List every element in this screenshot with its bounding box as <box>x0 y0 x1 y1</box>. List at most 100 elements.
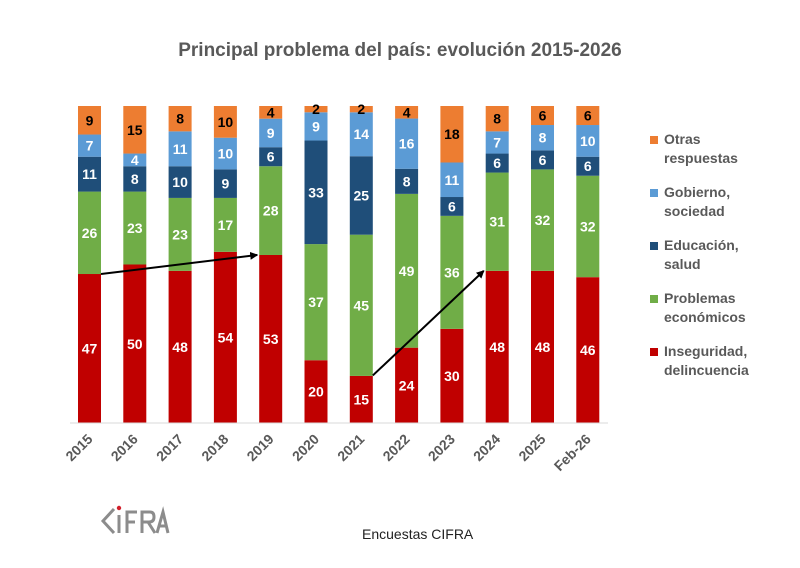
annotations-layer <box>100 251 485 377</box>
legend-label-educacion-salud: Educación, salud <box>664 237 739 272</box>
bar-segment-2016-educacion-salud <box>123 166 147 192</box>
data-label-2018-otras-respuestas: 10 <box>218 114 234 130</box>
bar-segment-2025-educacion-salud <box>531 150 554 170</box>
data-label-2017-otras-respuestas: 8 <box>176 111 184 127</box>
data-label-2015-problemas-economicos: 26 <box>82 225 98 241</box>
bar-segment-2018-otras-respuestas <box>213 106 237 138</box>
data-label-2020-gobierno-sociedad: 9 <box>312 118 320 134</box>
bar-segment-2023-gobierno-sociedad <box>440 162 464 198</box>
data-label-2016-educacion-salud: 8 <box>131 171 139 187</box>
legend-label-problemas-economicos: Problemas económicos <box>664 290 746 325</box>
data-label-2016-otras-respuestas: 15 <box>127 122 143 138</box>
data-label-2020-educacion-salud: 33 <box>308 184 324 200</box>
data-label-2018-educacion-salud: 9 <box>222 176 230 192</box>
data-label-2016-gobierno-sociedad: 4 <box>131 152 139 168</box>
data-label-2025-educacion-salud: 6 <box>539 152 547 168</box>
data-label-2021-otras-respuestas: 2 <box>357 101 365 117</box>
legend-label-gobierno-sociedad: Gobierno, sociedad <box>664 184 731 219</box>
bar-segment-2022-otras-respuestas <box>395 106 419 119</box>
bar-segment-2018-inseguridad-delincuencia <box>213 251 237 423</box>
x-tick-label-2020: 2020 <box>289 431 322 464</box>
bar-segment-2021-educacion-salud <box>349 156 373 235</box>
bar-segment-2021-gobierno-sociedad <box>349 112 373 157</box>
bar-segment-2022-gobierno-sociedad <box>395 118 419 169</box>
bar-segment-2022-problemas-economicos <box>395 193 419 348</box>
x-tick-label-2017: 2017 <box>153 431 186 464</box>
bar-segment-2015-inseguridad-delincuencia <box>78 274 101 423</box>
bar-segment-2015-problemas-economicos <box>78 191 101 275</box>
data-label-2016-problemas-economicos: 23 <box>127 220 143 236</box>
bar-segment-2024-problemas-economicos <box>485 172 509 271</box>
data-label-feb-26-gobierno-sociedad: 10 <box>580 133 596 149</box>
x-tick-label-2015: 2015 <box>62 431 95 464</box>
bar-segment-2023-problemas-economicos <box>440 215 464 329</box>
data-label-2018-gobierno-sociedad: 10 <box>218 146 234 162</box>
data-label-feb-26-otras-respuestas: 6 <box>584 108 592 124</box>
bar-segment-2018-problemas-economicos <box>213 197 237 252</box>
x-tick-label-feb-26: Feb-26 <box>551 431 594 474</box>
x-tick-label-2018: 2018 <box>198 431 231 464</box>
data-label-2017-inseguridad-delincuencia: 48 <box>172 339 188 355</box>
legend-item-otras-respuestas: Otras respuestas <box>650 130 738 168</box>
bar-segment-2019-otras-respuestas <box>259 106 283 119</box>
trend-arrow-2021-to-2024 <box>372 270 485 377</box>
data-label-2018-problemas-economicos: 17 <box>218 217 234 233</box>
bar-segment-2020-gobierno-sociedad <box>304 112 328 141</box>
bar-segment-feb-26-otras-respuestas <box>576 106 600 126</box>
bar-segment-2025-gobierno-sociedad <box>531 125 554 151</box>
bar-segment-feb-26-educacion-salud <box>576 156 600 176</box>
legend-swatch-gobierno-sociedad <box>650 189 658 197</box>
x-tick-label-2023: 2023 <box>425 431 458 464</box>
bar-segment-2017-inseguridad-delincuencia <box>168 270 192 423</box>
data-label-2024-problemas-economicos: 31 <box>489 214 505 230</box>
data-label-2020-inseguridad-delincuencia: 20 <box>308 384 324 400</box>
data-label-2024-otras-respuestas: 8 <box>493 111 501 127</box>
x-tick-label-2025: 2025 <box>515 431 548 464</box>
cifra-logo <box>100 503 170 540</box>
bar-segment-2017-otras-respuestas <box>168 106 192 132</box>
data-labels-layer: 4726117950238415482310118541791010532869… <box>82 101 596 407</box>
x-tick-label-2021: 2021 <box>334 431 367 464</box>
footer-source: Encuestas CIFRA <box>362 526 474 542</box>
bar-segment-2019-problemas-economicos <box>259 166 283 255</box>
data-label-feb-26-inseguridad-delincuencia: 46 <box>580 342 596 358</box>
legend-item-inseguridad-delincuencia: Inseguridad, delincuencia <box>650 342 749 380</box>
trend-arrow-2015-to-2019 <box>100 251 259 276</box>
cifra-logo-dot <box>116 505 122 511</box>
bar-segment-2018-gobierno-sociedad <box>213 137 237 170</box>
data-label-2023-otras-respuestas: 18 <box>444 126 460 142</box>
data-label-2019-gobierno-sociedad: 9 <box>267 125 275 141</box>
data-label-2023-educacion-salud: 6 <box>448 198 456 214</box>
bar-segment-2015-otras-respuestas <box>78 106 101 135</box>
bar-segment-2024-educacion-salud <box>485 153 509 173</box>
data-label-2021-problemas-economicos: 45 <box>354 297 370 313</box>
data-label-2015-otras-respuestas: 9 <box>86 112 94 128</box>
data-label-2025-gobierno-sociedad: 8 <box>539 130 547 146</box>
data-label-2023-gobierno-sociedad: 11 <box>444 172 459 188</box>
data-label-2017-problemas-economicos: 23 <box>172 226 188 242</box>
data-label-2022-problemas-economicos: 49 <box>399 263 415 279</box>
x-tick-label-2022: 2022 <box>379 431 412 464</box>
bar-segment-feb-26-gobierno-sociedad <box>576 125 600 157</box>
bar-segment-2019-educacion-salud <box>259 147 283 167</box>
bar-segment-2023-educacion-salud <box>440 197 464 216</box>
bar-segment-2025-problemas-economicos <box>531 169 554 271</box>
bar-segment-2020-otras-respuestas <box>304 106 328 113</box>
legend-item-gobierno-sociedad: Gobierno, sociedad <box>650 183 730 221</box>
data-label-2017-educacion-salud: 10 <box>172 174 188 190</box>
bar-segment-2021-inseguridad-delincuencia <box>349 375 373 423</box>
bar-segment-feb-26-problemas-economicos <box>576 175 600 278</box>
bar-segment-2022-educacion-salud <box>395 168 419 194</box>
bar-segment-2016-inseguridad-delincuencia <box>123 264 147 423</box>
data-label-2020-problemas-economicos: 37 <box>308 294 324 310</box>
data-label-2022-educacion-salud: 8 <box>403 173 411 189</box>
bar-segment-2020-inseguridad-delincuencia <box>304 360 328 423</box>
bar-segment-2025-otras-respuestas <box>531 106 554 126</box>
bar-segment-2015-educacion-salud <box>78 156 101 192</box>
data-label-2021-educacion-salud: 25 <box>354 187 370 203</box>
data-label-2019-educacion-salud: 6 <box>267 149 275 165</box>
bar-segment-2024-inseguridad-delincuencia <box>485 270 509 423</box>
data-label-2020-otras-respuestas: 2 <box>312 101 320 117</box>
data-label-2023-inseguridad-delincuencia: 30 <box>444 368 460 384</box>
